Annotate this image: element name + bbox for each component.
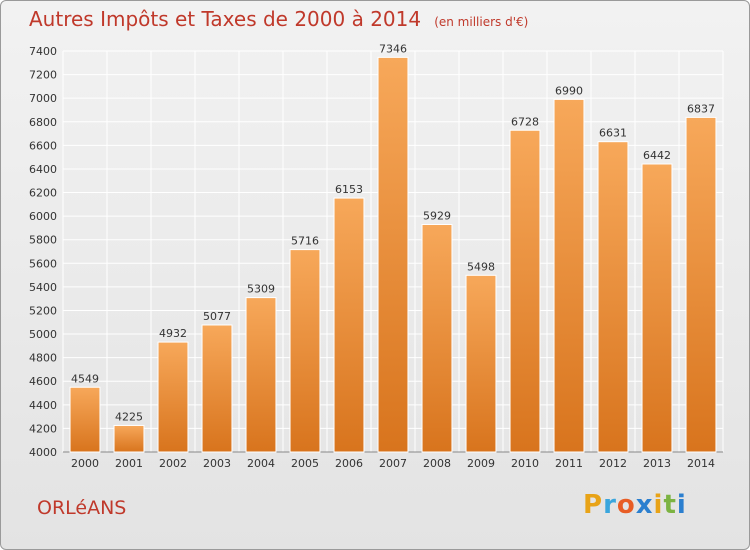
value-label: 5309: [247, 283, 275, 296]
value-label: 6990: [555, 84, 583, 97]
logo-letter: i: [676, 490, 687, 520]
x-tick-label: 2007: [379, 457, 407, 470]
value-label: 6442: [643, 149, 671, 162]
value-label: 4549: [71, 372, 99, 385]
bar-2013: [641, 163, 673, 453]
unit-text: (en milliers d'€): [434, 15, 529, 29]
y-tick-label: 4600: [29, 375, 57, 388]
bar-2014: [685, 116, 717, 453]
y-tick-label: 4400: [29, 399, 57, 412]
x-tick-label: 2010: [511, 457, 539, 470]
x-tick-label: 2013: [643, 457, 671, 470]
bar-2009: [465, 274, 497, 453]
y-tick-label: 4200: [29, 422, 57, 435]
bar-2002: [157, 341, 189, 453]
y-tick-label: 7000: [29, 92, 57, 105]
x-tick-label: 2001: [115, 457, 143, 470]
value-label: 5077: [203, 310, 231, 323]
label-layer: 4000 4200 4400 4600 4800 5000 5200 5400 5600 5800…: [29, 42, 715, 470]
value-label: 4932: [159, 327, 187, 340]
x-tick-label: 2014: [687, 457, 715, 470]
value-label: 4225: [115, 410, 143, 423]
bar-2011: [553, 98, 585, 453]
city-name: ORLéANS: [37, 497, 127, 519]
y-tick-label: 5600: [29, 257, 57, 270]
x-tick-label: 2004: [247, 457, 275, 470]
x-tick-label: 2005: [291, 457, 319, 470]
bar-2001: [113, 424, 145, 453]
title-text: Autres Impôts et Taxes de 2000 à 2014: [29, 7, 422, 31]
bar-2006: [333, 197, 365, 453]
logo-letter: i: [653, 490, 664, 520]
bar-2012: [597, 141, 629, 453]
y-tick-label: 6200: [29, 187, 57, 200]
x-tick-label: 2006: [335, 457, 363, 470]
bar-2008: [421, 223, 453, 453]
value-label: 6728: [511, 115, 539, 128]
value-label: 6153: [335, 183, 363, 196]
bar-layer: [69, 56, 717, 453]
y-tick-label: 5800: [29, 234, 57, 247]
bar-2000: [69, 386, 101, 453]
x-tick-label: 2003: [203, 457, 231, 470]
value-label: 6631: [599, 127, 627, 140]
y-tick-label: 4800: [29, 352, 57, 365]
y-tick-label: 5200: [29, 304, 57, 317]
x-tick-label: 2000: [71, 457, 99, 470]
value-label: 5716: [291, 235, 319, 248]
y-tick-label: 6600: [29, 139, 57, 152]
bar-2010: [509, 129, 541, 453]
bar-2005: [289, 249, 321, 453]
y-tick-label: 5000: [29, 328, 57, 341]
y-tick-label: 7400: [29, 45, 57, 58]
x-tick-label: 2008: [423, 457, 451, 470]
y-tick-label: 7200: [29, 69, 57, 82]
bar-2004: [245, 297, 277, 453]
value-label: 6837: [687, 102, 715, 115]
value-label: 5929: [423, 209, 451, 222]
y-tick-label: 6800: [29, 116, 57, 129]
y-tick-label: 5400: [29, 281, 57, 294]
x-tick-label: 2009: [467, 457, 495, 470]
logo-letter: P: [583, 490, 604, 520]
x-tick-label: 2002: [159, 457, 187, 470]
x-tick-label: 2012: [599, 457, 627, 470]
logo-letter: o: [616, 490, 636, 520]
chart-title: Autres Impôts et Taxes de 2000 à 2014 (e…: [29, 7, 528, 31]
bar-2007: [377, 56, 409, 453]
logo-letter: x: [635, 490, 654, 520]
x-tick-label: 2011: [555, 457, 583, 470]
logo-letter: r: [603, 490, 617, 520]
y-tick-label: 4000: [29, 446, 57, 459]
value-label: 7346: [379, 42, 407, 55]
value-label: 5498: [467, 260, 495, 273]
proxiti-logo: Proxiti: [583, 490, 687, 520]
y-tick-label: 6000: [29, 210, 57, 223]
y-tick-label: 6400: [29, 163, 57, 176]
logo-letter: t: [663, 490, 677, 520]
bar-2003: [201, 324, 233, 453]
